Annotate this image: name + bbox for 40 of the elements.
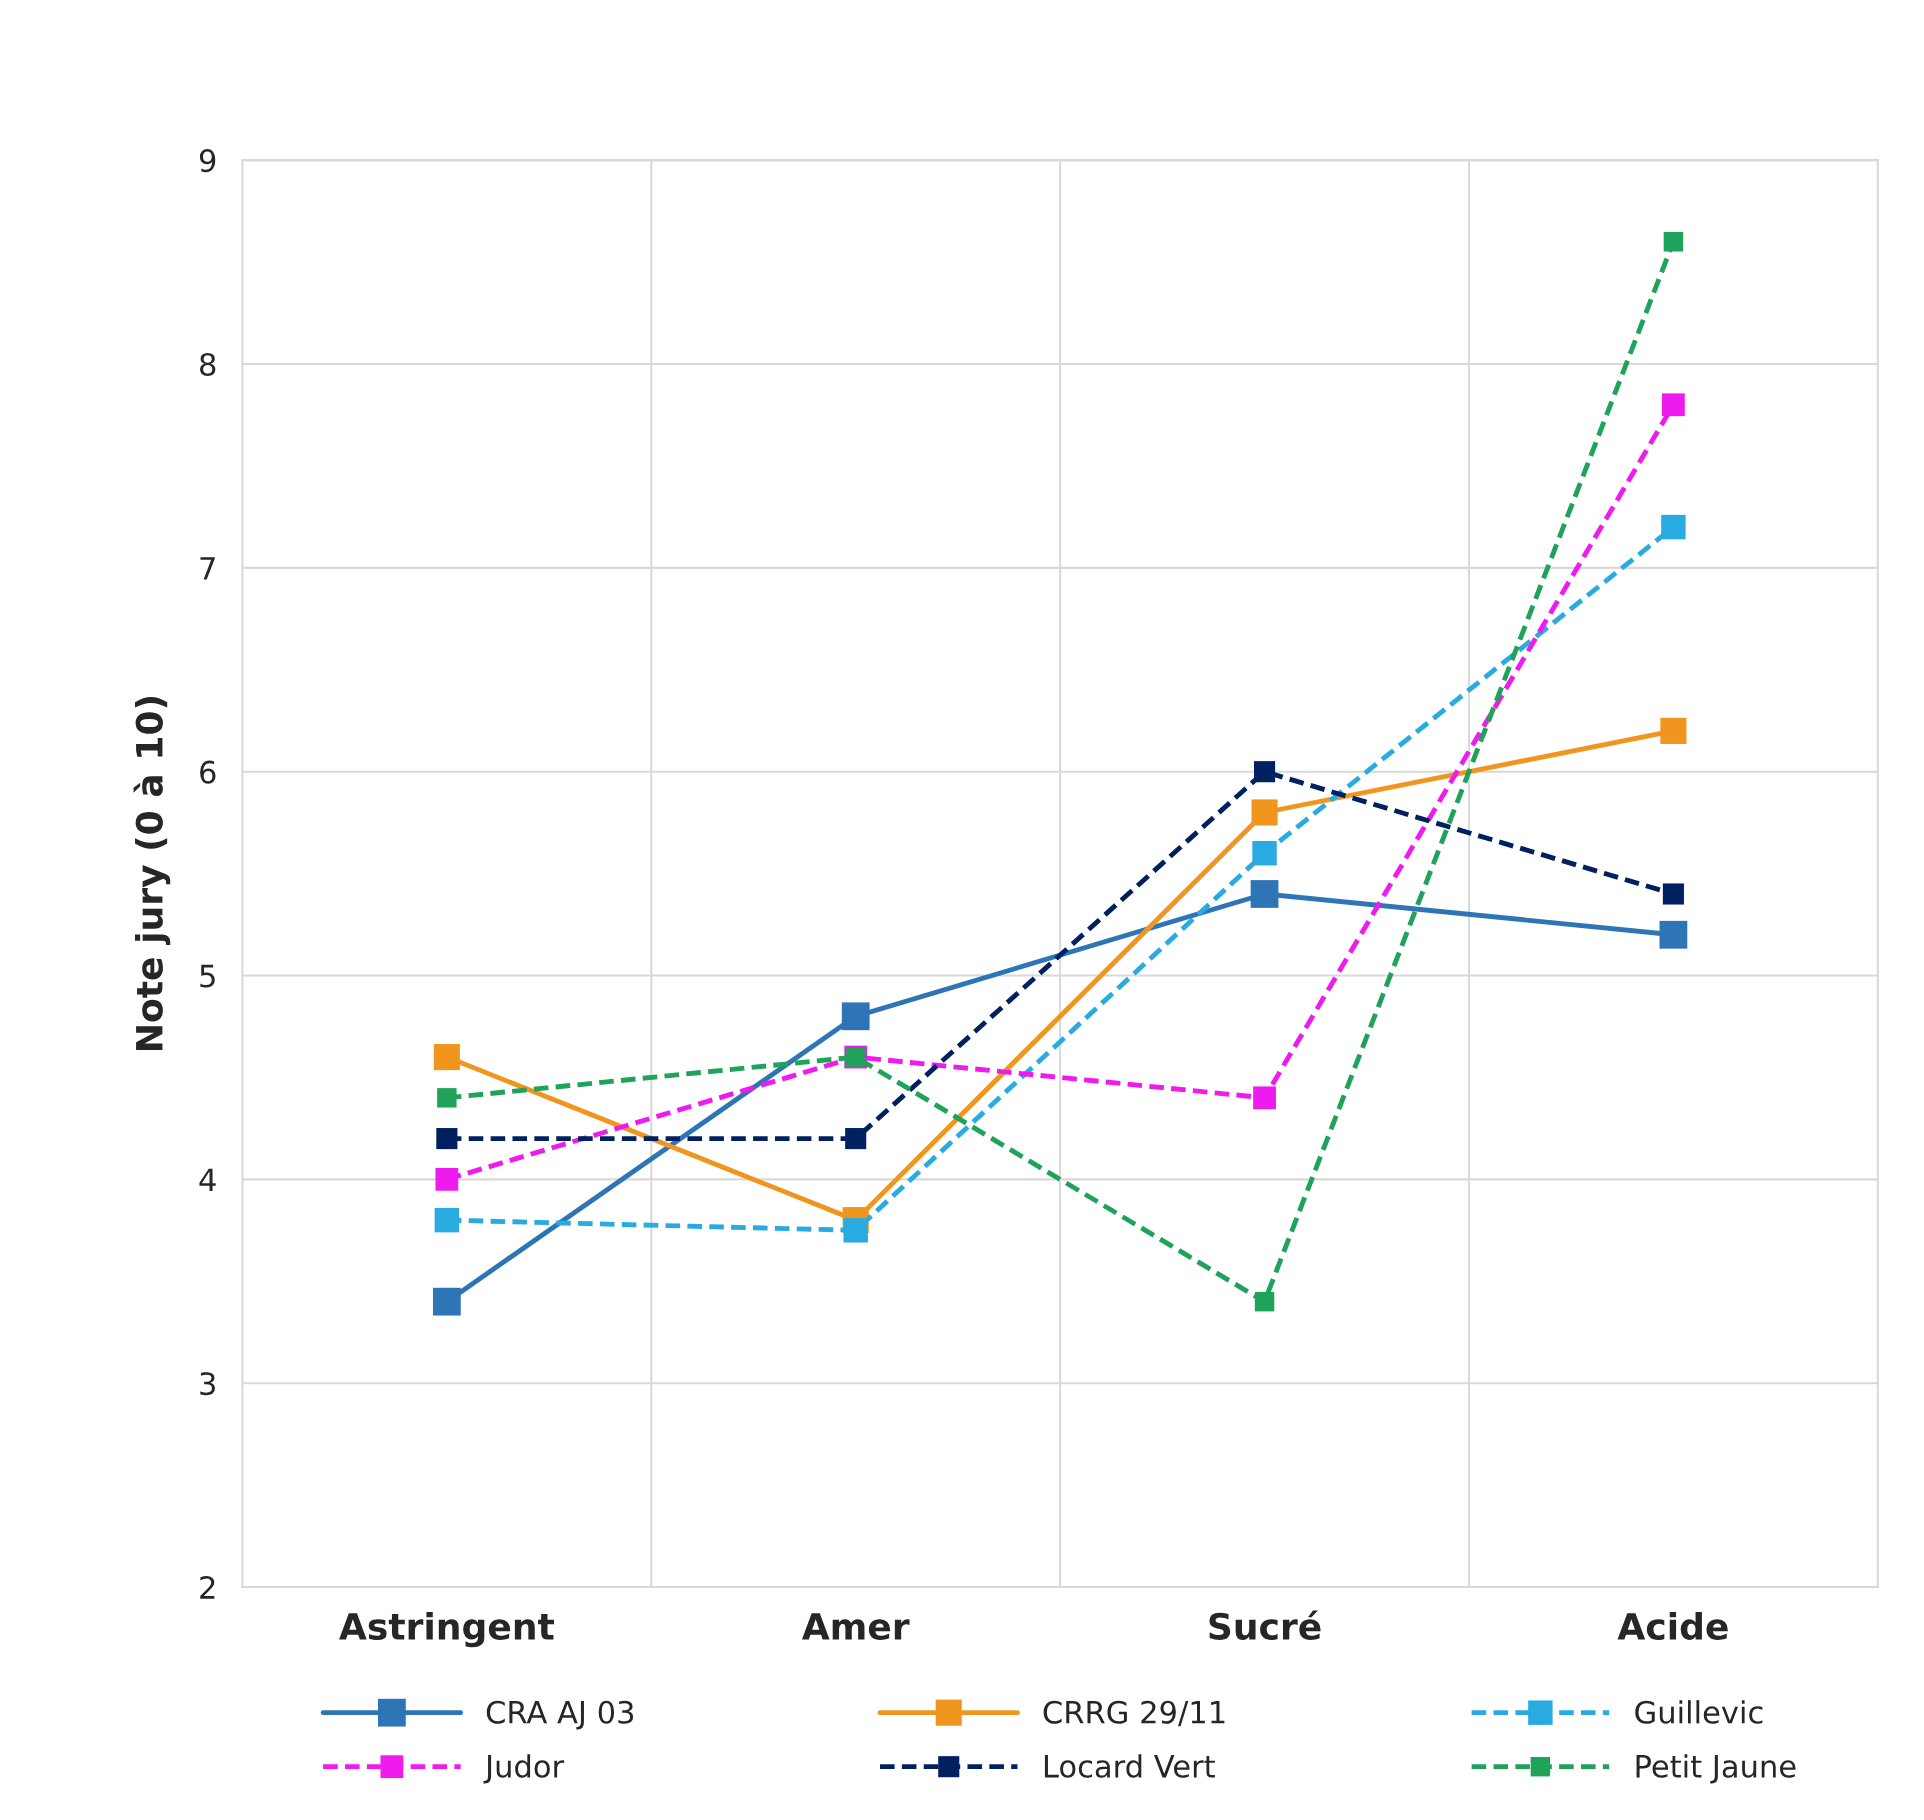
point — [1253, 1086, 1276, 1110]
y-tick-label: 3 — [200, 1372, 215, 1396]
point — [437, 1088, 457, 1108]
point — [1250, 880, 1279, 908]
legend-label: CRRG 29/11 — [1043, 1700, 1225, 1727]
y-tick-label: 7 — [200, 557, 215, 580]
y-tick-label: 9 — [199, 149, 216, 173]
y-tick-label: 6 — [200, 760, 216, 784]
point — [432, 1287, 461, 1316]
x-tick-label: Sucré — [1209, 1610, 1321, 1640]
point — [1253, 761, 1276, 783]
x-tick-label: Acide — [1617, 1612, 1728, 1640]
point — [1659, 920, 1688, 949]
point — [1661, 514, 1686, 540]
x-tick-label: Amer — [801, 1613, 910, 1640]
point — [434, 1207, 460, 1233]
legend-label: Petit Jaune — [1636, 1754, 1796, 1784]
y-tick-label: 4 — [199, 1168, 216, 1191]
point — [843, 1218, 868, 1243]
legend-label: CRA AJ 03 — [486, 1700, 634, 1730]
point — [1662, 883, 1684, 905]
point — [1251, 799, 1278, 826]
legend-label: Judor — [483, 1754, 565, 1784]
point — [433, 1044, 460, 1071]
point — [841, 1002, 870, 1031]
point — [435, 1167, 459, 1191]
point — [1252, 840, 1277, 866]
point — [845, 1128, 867, 1150]
point — [1662, 393, 1685, 417]
y-tick-label: 8 — [200, 352, 216, 377]
point — [1254, 1291, 1275, 1312]
x-tick-label: Astringent — [339, 1612, 554, 1648]
legend-label: Guillevic — [1635, 1700, 1763, 1724]
point — [1660, 717, 1687, 744]
y-axis-title: Note jury (0 à 10) — [133, 697, 171, 1050]
y-tick-label: 5 — [200, 964, 215, 988]
y-tick-label: 2 — [200, 1575, 215, 1599]
point — [1663, 231, 1684, 252]
point — [436, 1128, 458, 1150]
legend-label: Locard Vert — [1044, 1754, 1215, 1778]
